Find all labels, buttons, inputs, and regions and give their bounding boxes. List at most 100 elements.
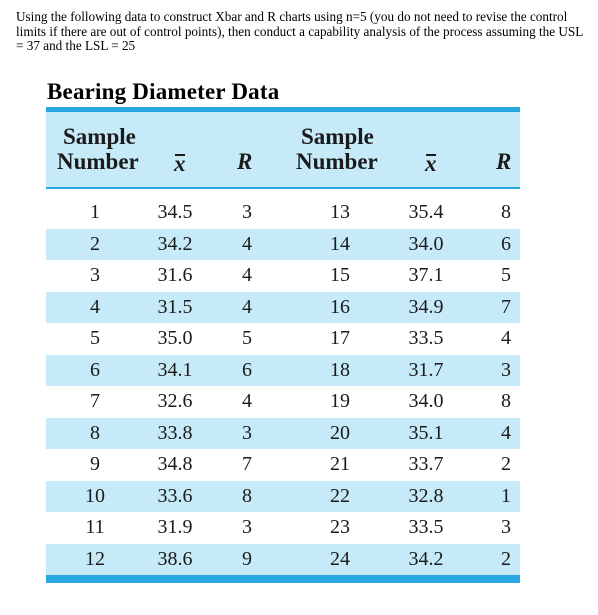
xbar-cell: 33.5 xyxy=(408,516,444,538)
range-cell: 3 xyxy=(501,358,511,381)
sample-number-cell: 20 xyxy=(330,421,350,444)
sample-number-cell: 3 xyxy=(90,264,100,286)
sample-number-cell: 17 xyxy=(330,327,350,349)
xbar-cell: 38.6 xyxy=(157,547,193,570)
sample-number-cell: 4 xyxy=(90,295,100,318)
table-top-rule xyxy=(46,107,520,112)
range-cell: 5 xyxy=(501,264,511,286)
sample-number-cell: 13 xyxy=(330,201,350,223)
xbar-cell: 34.0 xyxy=(408,232,444,255)
range-cell: 3 xyxy=(242,516,252,538)
range-cell: 4 xyxy=(242,232,252,255)
xbar-cell: 34.1 xyxy=(157,358,193,381)
header-xbar-left: x xyxy=(174,152,186,176)
sample-number-cell: 21 xyxy=(330,453,350,475)
sample-number-cell: 2 xyxy=(90,232,100,255)
xbar-cell: 37.1 xyxy=(408,264,444,286)
range-cell: 7 xyxy=(501,295,511,318)
sample-number-cell: 11 xyxy=(85,516,105,538)
table-row: 2 34.2 4 14 34.0 6 xyxy=(46,228,520,260)
range-cell: 3 xyxy=(242,421,252,444)
sample-number-cell: 12 xyxy=(85,547,105,570)
xbar-symbol: x xyxy=(174,151,186,176)
xbar-symbol: x xyxy=(425,151,437,176)
header-number-left: Number xyxy=(57,149,139,174)
header-r-right: R xyxy=(496,149,512,174)
sample-number-cell: 10 xyxy=(85,484,105,507)
header-number-right: Number xyxy=(296,149,378,174)
range-cell: 3 xyxy=(501,516,511,538)
range-cell: 4 xyxy=(242,264,252,286)
xbar-cell: 34.9 xyxy=(408,295,444,318)
xbar-cell: 34.8 xyxy=(157,453,193,475)
xbar-cell: 31.6 xyxy=(157,264,193,286)
table-row: 10 33.6 8 22 32.8 1 xyxy=(46,480,520,512)
table-row: 4 31.5 4 16 34.9 7 xyxy=(46,291,520,323)
sample-number-cell: 9 xyxy=(90,453,100,475)
xbar-cell: 34.2 xyxy=(408,547,444,570)
sample-number-cell: 22 xyxy=(330,484,350,507)
sample-number-cell: 23 xyxy=(330,516,350,538)
table-bottom-rule xyxy=(46,575,520,583)
table-row: 11 31.9 3 23 33.5 3 xyxy=(46,512,520,544)
table-body: 1 34.5 3 13 35.4 8 2 34.2 4 14 34.0 6 3 31.6 4 15 37.1 5 4… xyxy=(46,197,520,575)
range-cell: 8 xyxy=(242,484,252,507)
xbar-cell: 34.0 xyxy=(408,390,444,412)
range-cell: 4 xyxy=(242,295,252,318)
sample-number-cell: 1 xyxy=(90,201,100,223)
sample-number-cell: 15 xyxy=(330,264,350,286)
range-cell: 2 xyxy=(501,547,511,570)
table-row: 5 35.0 5 17 33.5 4 xyxy=(46,323,520,355)
table-row: 6 34.1 6 18 31.7 3 xyxy=(46,354,520,386)
xbar-cell: 35.0 xyxy=(157,327,193,349)
table-header-rule xyxy=(46,187,520,189)
table-row: 3 31.6 4 15 37.1 5 xyxy=(46,260,520,292)
range-cell: 6 xyxy=(242,358,252,381)
xbar-cell: 31.7 xyxy=(408,358,444,381)
table-row: 12 38.6 9 24 34.2 2 xyxy=(46,543,520,575)
header-sample-left: Sample xyxy=(63,124,136,149)
range-cell: 4 xyxy=(501,327,511,349)
sample-number-cell: 24 xyxy=(330,547,350,570)
xbar-cell: 32.8 xyxy=(408,484,444,507)
range-cell: 4 xyxy=(242,390,252,412)
table-row: 7 32.6 4 19 34.0 8 xyxy=(46,386,520,418)
instructions-text: Using the following data to construct Xb… xyxy=(16,9,583,54)
table-row: 8 33.8 3 20 35.1 4 xyxy=(46,417,520,449)
header-sample-right: Sample xyxy=(301,124,374,149)
table-row: 1 34.5 3 13 35.4 8 xyxy=(46,197,520,229)
range-cell: 9 xyxy=(242,547,252,570)
header-xbar-right: x xyxy=(425,152,437,176)
xbar-cell: 34.5 xyxy=(157,201,193,223)
header-r-left: R xyxy=(237,149,253,174)
xbar-cell: 33.8 xyxy=(157,421,193,444)
sample-number-cell: 14 xyxy=(330,232,350,255)
sample-number-cell: 5 xyxy=(90,327,100,349)
table-header xyxy=(46,112,520,187)
range-cell: 6 xyxy=(501,232,511,255)
range-cell: 4 xyxy=(501,421,511,444)
range-cell: 3 xyxy=(242,201,252,223)
xbar-cell: 31.5 xyxy=(157,295,193,318)
sample-number-cell: 18 xyxy=(330,358,350,381)
range-cell: 8 xyxy=(501,390,511,412)
sample-number-cell: 6 xyxy=(90,358,100,381)
range-cell: 1 xyxy=(501,484,511,507)
xbar-cell: 33.6 xyxy=(157,484,193,507)
table-title: Bearing Diameter Data xyxy=(47,79,280,104)
sample-number-cell: 19 xyxy=(330,390,350,412)
range-cell: 2 xyxy=(501,453,511,475)
xbar-cell: 33.5 xyxy=(408,327,444,349)
sample-number-cell: 16 xyxy=(330,295,350,318)
xbar-cell: 34.2 xyxy=(157,232,193,255)
xbar-cell: 35.4 xyxy=(408,201,444,223)
xbar-cell: 35.1 xyxy=(408,421,444,444)
xbar-cell: 31.9 xyxy=(157,516,193,538)
sample-number-cell: 7 xyxy=(90,390,100,412)
range-cell: 7 xyxy=(242,453,252,475)
xbar-cell: 32.6 xyxy=(157,390,193,412)
xbar-cell: 33.7 xyxy=(408,453,444,475)
sample-number-cell: 8 xyxy=(90,421,100,444)
range-cell: 5 xyxy=(242,327,252,349)
range-cell: 8 xyxy=(501,201,511,223)
